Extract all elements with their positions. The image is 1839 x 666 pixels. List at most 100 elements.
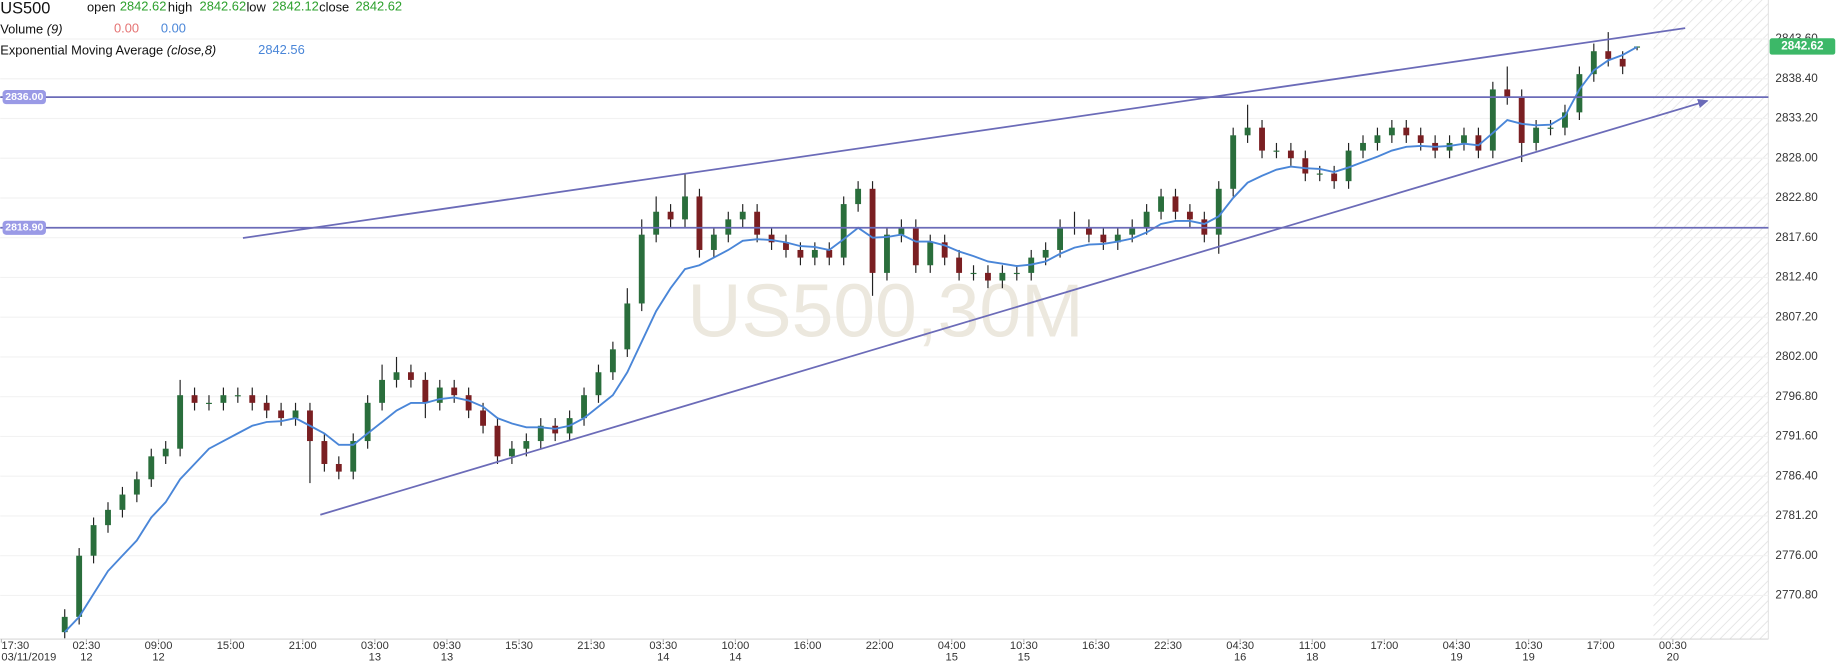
candle-body (177, 395, 184, 449)
x-tick-label: 09:30 (433, 640, 461, 652)
candle-body (1562, 112, 1568, 128)
low-label: low (246, 0, 266, 15)
ema-name: Exponential Moving Average (0, 43, 163, 58)
candle-body (148, 456, 155, 480)
candle-body (1461, 135, 1467, 143)
high-value: 2842.62 (200, 0, 247, 13)
candle-body (1129, 227, 1136, 235)
close-label: close (319, 0, 349, 15)
candle-body (941, 242, 948, 258)
candle-body (1172, 196, 1179, 212)
candle-body (1273, 150, 1280, 152)
y-tick-label: 2838.40 (1775, 72, 1818, 85)
y-tick-label: 2796.80 (1775, 390, 1818, 403)
x-tick-date: 20 (1667, 652, 1679, 664)
candle-body (768, 234, 775, 243)
candle-body (855, 188, 862, 205)
y-tick-label: 2833.20 (1775, 112, 1818, 125)
y-tick-label: 2828.00 (1775, 151, 1818, 164)
ema-value: 2842.56 (258, 42, 305, 57)
candle-body (638, 234, 645, 304)
candle-body (1302, 158, 1309, 174)
x-tick-label: 22:00 (866, 640, 894, 652)
x-tick-date: 14 (729, 652, 741, 664)
lower-trend-line (320, 99, 1709, 516)
candle-body (710, 234, 717, 250)
candle-body (898, 227, 905, 235)
candle-body (754, 211, 761, 235)
candle-body (999, 272, 1006, 281)
y-tick-label: 2791.60 (1775, 430, 1818, 443)
open-label: open (87, 0, 116, 15)
x-tick-date: 12 (152, 652, 164, 664)
y-tick-label: 2822.80 (1775, 191, 1818, 204)
candle-body (811, 249, 818, 258)
candle-body (1533, 127, 1540, 143)
x-tick-date: 13 (441, 652, 453, 664)
candle-body (1186, 211, 1193, 220)
candle-body (206, 402, 212, 405)
candle-body (1475, 135, 1482, 151)
candle-body (321, 441, 328, 464)
candle-body (263, 402, 270, 411)
candle-body (1230, 135, 1237, 189)
watermark: US500,30M (687, 268, 1083, 352)
candle-body (1345, 150, 1352, 182)
candle-body (508, 448, 515, 457)
level-tag (2, 220, 46, 235)
x-tick-label: 04:00 (938, 640, 966, 652)
candle-body (609, 349, 616, 373)
candle-body (1619, 58, 1626, 67)
candle-body (1287, 150, 1294, 159)
candle-body (292, 410, 299, 419)
symbol: US500 (0, 0, 50, 18)
candle-body (1576, 74, 1583, 113)
candle-body (1417, 135, 1424, 143)
ema-line (64, 46, 1638, 633)
candle-body (797, 249, 804, 258)
x-tick-date: 13 (369, 652, 381, 664)
volume-label: Volume (9) (0, 22, 62, 37)
x-tick-label: 03:30 (649, 640, 677, 652)
candle-body (1360, 142, 1366, 151)
last-price-label: 2842.62 (1781, 40, 1824, 53)
candle-body (667, 211, 674, 220)
x-tick-label: 09:00 (145, 640, 173, 652)
candle-body (90, 525, 97, 556)
candle-body (1100, 234, 1107, 243)
x-tick-date: 16 (1234, 652, 1246, 664)
candle-body (1244, 127, 1251, 136)
x-tick-label: 11:00 (1299, 640, 1326, 652)
x-tick-date: 03/11/2019 (1, 652, 56, 664)
y-tick-label: 2802.00 (1775, 350, 1818, 363)
x-tick-label: 17:00 (1587, 640, 1615, 652)
candle-body (783, 242, 789, 250)
candle-body (1143, 211, 1150, 228)
candle-body (1215, 188, 1222, 235)
x-tick-label: 21:30 (577, 640, 605, 652)
candle-body (379, 379, 386, 403)
y-tick-label: 2776.00 (1775, 549, 1818, 562)
x-tick-label: 10:30 (1010, 640, 1038, 652)
candle-body (1489, 89, 1496, 151)
x-tick-label: 10:30 (1515, 640, 1543, 652)
future-area (1653, 0, 1769, 640)
candle-body (1518, 97, 1525, 143)
candle-body (1504, 89, 1511, 98)
candle-body (1590, 51, 1597, 75)
candle-body (1388, 127, 1395, 136)
candle-body (826, 249, 833, 258)
candle-body (1331, 173, 1338, 182)
candle-body (61, 616, 68, 633)
x-tick-date: 15 (1018, 652, 1030, 664)
candle-body (1374, 135, 1381, 143)
candle-body (970, 272, 977, 275)
level-label: 2836.00 (5, 91, 43, 103)
x-tick-label: 17:30 (1, 640, 29, 652)
candle-body (1158, 196, 1164, 212)
candle-body (436, 387, 443, 403)
candle-body (682, 196, 688, 220)
x-tick-date: 19 (1450, 652, 1462, 664)
x-tick-date: 18 (1306, 652, 1318, 664)
candle-body (119, 494, 126, 510)
